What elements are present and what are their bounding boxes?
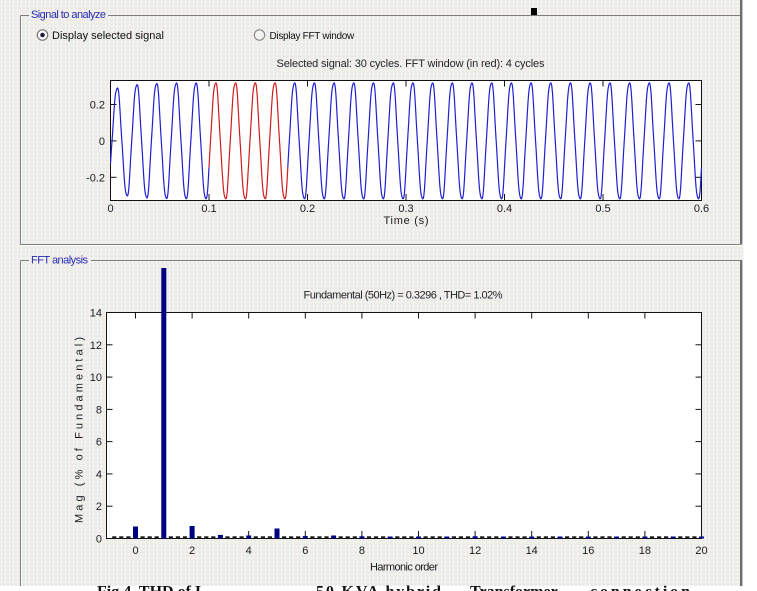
svg-text:12: 12 — [90, 340, 102, 352]
svg-text:0: 0 — [99, 136, 105, 148]
svg-text:10: 10 — [90, 372, 102, 384]
svg-text:20: 20 — [695, 545, 707, 557]
svg-text:Transformer: Transformer — [470, 584, 558, 591]
svg-text:12: 12 — [469, 545, 481, 557]
svg-text:0.1: 0.1 — [201, 203, 216, 215]
svg-text:Selected signal: 30 cycles. FF: Selected signal: 30 cycles. FFT window (… — [277, 58, 546, 70]
svg-text:-0.2: -0.2 — [86, 172, 105, 184]
svg-text:Fundamental (50Hz) = 0.3296 ,: Fundamental (50Hz) = 0.3296 , THD= 1.02% — [304, 290, 503, 302]
svg-text:Display selected signal: Display selected signal — [52, 30, 164, 42]
svg-text:8: 8 — [359, 545, 365, 557]
svg-text:0.5: 0.5 — [595, 203, 610, 215]
svg-text:0.4: 0.4 — [497, 203, 512, 215]
svg-text:Harmonic order: Harmonic order — [370, 562, 438, 574]
svg-text:10: 10 — [412, 545, 424, 557]
svg-text:Mag (% of Fundamental): Mag (% of Fundamental) — [74, 337, 86, 523]
svg-text:FFT analysis: FFT analysis — [31, 255, 89, 267]
svg-text:Signal to analyze: Signal to analyze — [31, 9, 106, 21]
svg-text:Time (s): Time (s) — [384, 215, 429, 227]
svg-text:16: 16 — [582, 545, 594, 557]
svg-text:6: 6 — [96, 437, 102, 449]
svg-text:14: 14 — [526, 545, 538, 557]
svg-text:Fig.4. THD of I: Fig.4. THD of I — [97, 584, 201, 591]
svg-text:4: 4 — [246, 545, 252, 557]
svg-text:2: 2 — [189, 545, 195, 557]
svg-text:2: 2 — [96, 501, 102, 513]
svg-text:6: 6 — [302, 545, 308, 557]
svg-text:0.6: 0.6 — [694, 203, 709, 215]
svg-text:14: 14 — [90, 308, 102, 320]
svg-text:0.2: 0.2 — [300, 203, 315, 215]
svg-text:0: 0 — [107, 203, 113, 215]
svg-text:8: 8 — [96, 404, 102, 416]
svg-text:Display FFT window: Display FFT window — [270, 31, 356, 42]
svg-text:0: 0 — [132, 545, 138, 557]
svg-text:0: 0 — [96, 534, 102, 546]
svg-text:0.3: 0.3 — [398, 203, 413, 215]
svg-text:connection: connection — [590, 584, 690, 591]
svg-text:18: 18 — [639, 545, 651, 557]
svg-text:4: 4 — [96, 469, 102, 481]
svg-text:0.2: 0.2 — [90, 100, 105, 112]
